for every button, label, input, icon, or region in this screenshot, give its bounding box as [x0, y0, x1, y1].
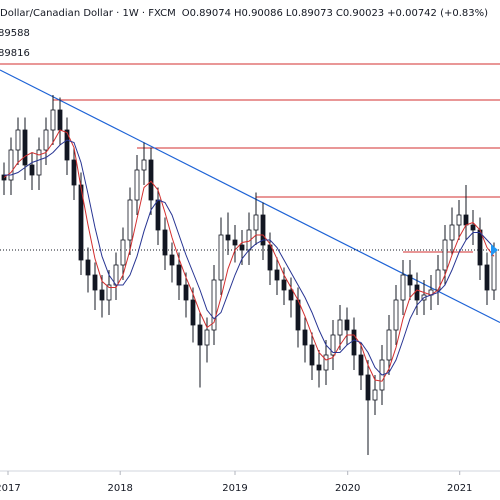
- x-tick-label: 2018: [107, 483, 132, 494]
- candle-body: [106, 284, 112, 301]
- candle-body: [232, 239, 238, 246]
- moving-average: [3, 129, 495, 382]
- candle-body: [260, 214, 266, 246]
- candle-body: [204, 329, 210, 346]
- candle-body: [239, 244, 245, 251]
- candle-body: [183, 284, 189, 301]
- candle-body: [92, 274, 98, 291]
- candle-body: [50, 109, 56, 131]
- candle-body: [64, 129, 70, 161]
- candle-body: [337, 319, 343, 336]
- candle-body: [463, 214, 469, 226]
- candle-body: [141, 159, 147, 171]
- candle-body: [148, 159, 154, 201]
- candle-body: [400, 274, 406, 301]
- plot-area: [0, 63, 500, 455]
- candle-body: [71, 159, 77, 186]
- candle-body: [372, 389, 378, 401]
- ma-value-label: 89588: [0, 28, 30, 39]
- ohlc-label: H: [234, 8, 242, 19]
- candle-body: [155, 199, 161, 231]
- candle-body: [393, 299, 399, 331]
- price-marker: [491, 244, 498, 256]
- x-tick-label: 2020: [335, 483, 360, 494]
- candle-body: [281, 279, 287, 291]
- candle-body: [8, 149, 14, 181]
- candle-body: [218, 234, 224, 281]
- candle-body: [134, 169, 140, 201]
- x-tick-label: 2019: [222, 483, 247, 494]
- candle-body: [120, 239, 126, 266]
- candle-body: [309, 344, 315, 366]
- x-tick-label: 2017: [0, 483, 21, 494]
- candle-body: [449, 224, 455, 241]
- candle-body: [190, 299, 196, 326]
- candle-body: [365, 374, 371, 401]
- ohlc-label: C: [336, 8, 343, 19]
- candle-body: [127, 199, 133, 241]
- candle-body: [99, 289, 105, 301]
- candle-body: [316, 364, 322, 371]
- candle-body: [211, 279, 217, 331]
- candle-body: [407, 274, 413, 286]
- candle-body: [274, 269, 280, 281]
- ma-value-label: 89816: [0, 48, 30, 59]
- moving-average: [4, 139, 495, 376]
- candle-body: [29, 164, 35, 176]
- candle-body: [57, 109, 63, 131]
- candle-body: [288, 289, 294, 301]
- candle-body: [15, 129, 21, 151]
- candle-body: [36, 149, 42, 176]
- ohlc-value: 0.90023: [343, 8, 384, 19]
- ohlc-label: L: [286, 8, 292, 19]
- ohlc-value: 0.90086: [242, 8, 283, 19]
- candle-body: [351, 329, 357, 356]
- candle-body: [113, 264, 119, 286]
- candle-body: [442, 239, 448, 271]
- candle-body: [414, 284, 420, 301]
- candle-body: [267, 244, 273, 271]
- candle-body: [225, 234, 231, 241]
- candle-body: [22, 129, 28, 166]
- candle-body: [323, 354, 329, 371]
- candle-body: [197, 324, 203, 346]
- candle-body: [302, 329, 308, 346]
- candle-body: [253, 214, 259, 231]
- candle-body: [330, 334, 336, 356]
- candle-body: [1, 174, 7, 181]
- candle-body: [456, 214, 462, 226]
- candle-body: [43, 129, 49, 151]
- ohlc-value: 0.89073: [291, 8, 332, 19]
- candle-body: [484, 264, 490, 291]
- chart-title: Dollar/Canadian Dollar · 1W · FXCM O0.890…: [0, 8, 488, 19]
- candle-body: [344, 319, 350, 331]
- x-tick-label: 2021: [447, 483, 472, 494]
- symbol: Dollar/Canadian Dollar · 1W · FXCM: [0, 8, 176, 19]
- change: +0.00742 (+0.83%): [387, 8, 488, 19]
- header: 89588 89816 Dollar/Canadian Dollar · 1W · …: [0, 8, 488, 59]
- candle-body: [162, 229, 168, 256]
- candle-body: [169, 254, 175, 266]
- candle-body: [85, 259, 91, 276]
- candle-body: [176, 264, 182, 286]
- candle-body: [470, 224, 476, 231]
- ohlc-value: 0.89074: [190, 8, 231, 19]
- candle-body: [386, 329, 392, 361]
- candle-body: [477, 229, 483, 266]
- candle-body: [358, 354, 364, 376]
- ohlc-label: O: [182, 8, 190, 19]
